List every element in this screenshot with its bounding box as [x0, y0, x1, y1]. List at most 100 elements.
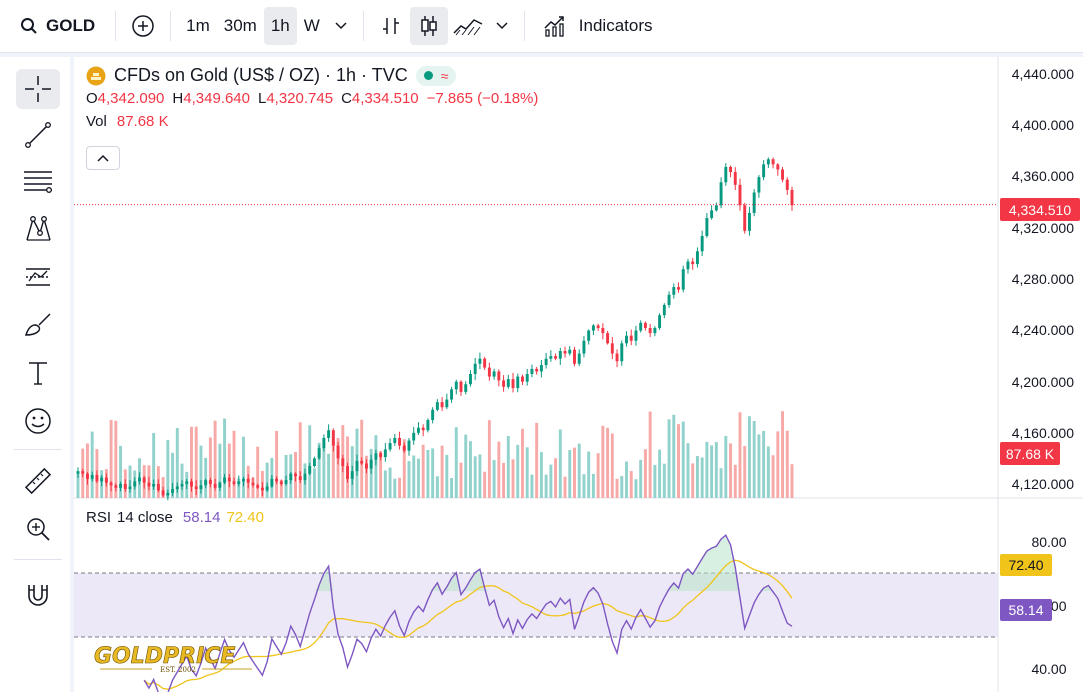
interval-30m[interactable]: 30m [223, 16, 257, 35]
interval-dropdown[interactable] [327, 7, 355, 45]
volume-bar [738, 412, 742, 498]
volume-bar [549, 464, 553, 498]
volume-bar [648, 411, 652, 498]
volume-bar [213, 420, 217, 498]
volume-bar [762, 430, 766, 498]
candle-body [686, 261, 690, 270]
volume-bar [733, 464, 737, 498]
ruler-icon [24, 467, 52, 495]
volume-bar [308, 425, 312, 498]
candle-body [440, 402, 444, 408]
volume-label[interactable]: Vol [86, 113, 107, 130]
volume-bar [653, 464, 657, 498]
crosshair-tool[interactable] [16, 69, 60, 109]
candle-body [450, 389, 454, 400]
price-axis[interactable]: 4,440.000 4,400.000 4,360.000 4,320.000 … [1012, 66, 1074, 492]
symbol-search[interactable]: GOLD [0, 7, 107, 45]
symbol-title[interactable]: CFDs on Gold (US$ / OZ) · 1h · TVC [114, 65, 408, 85]
compare-chart-button[interactable] [448, 7, 488, 45]
volume-bar [577, 443, 581, 498]
indicators-button[interactable]: Indicators [533, 7, 663, 45]
volume-bar [383, 470, 387, 498]
zoom-tool[interactable] [16, 509, 60, 549]
interval-1h[interactable]: 1h [263, 7, 297, 45]
volume-bar [242, 436, 245, 498]
price-tick: 4,200.000 [1012, 374, 1074, 390]
last-price-badge: 4,334.510 [1000, 198, 1080, 221]
volume-bar [591, 473, 595, 498]
candle-body [492, 371, 496, 377]
candle-body [223, 477, 227, 483]
chevron-down-icon [335, 22, 347, 30]
candle-body [213, 483, 217, 488]
bars-chart-button[interactable] [372, 7, 410, 45]
candle-body [695, 251, 699, 265]
interval-1m[interactable]: 1m [186, 16, 210, 35]
candle-body [294, 473, 297, 477]
compare-button[interactable] [124, 7, 162, 45]
candle-body [123, 483, 127, 490]
candle-body [114, 485, 118, 488]
fib-tool[interactable] [16, 161, 60, 201]
candle-body [194, 486, 198, 490]
volume-bar [256, 446, 260, 498]
candle-body [497, 371, 501, 381]
price-tick: 4,440.000 [1012, 66, 1074, 82]
volume-bar [190, 426, 193, 498]
volume-bar [223, 418, 227, 498]
volume-bar [521, 428, 524, 498]
candle-body [478, 358, 482, 364]
chart-type-dropdown[interactable] [488, 7, 516, 45]
price-tick: 4,360.000 [1012, 168, 1074, 184]
divider [523, 11, 525, 41]
volume-bar [473, 456, 477, 498]
market-open-dot [423, 71, 433, 80]
volume-bar [298, 422, 302, 498]
text-tool[interactable] [16, 353, 60, 393]
trend-line-tool[interactable] [16, 115, 60, 155]
volume-bar [90, 431, 94, 498]
candle-body [781, 169, 785, 180]
volume-bar [412, 455, 416, 498]
candle-body [161, 490, 165, 496]
rsi-tick: 40.00 [1031, 661, 1066, 677]
interval-w[interactable]: W [303, 16, 320, 35]
projection-tool[interactable] [16, 257, 60, 297]
rsi-label[interactable]: RSI [86, 509, 112, 526]
emoji-tool[interactable] [16, 401, 60, 441]
price-tick: 4,280.000 [1012, 271, 1074, 287]
candle-body [388, 443, 392, 450]
candle-body [549, 356, 553, 359]
volume-bar [454, 427, 458, 498]
candle-body [620, 343, 624, 362]
volume-bar [516, 444, 520, 498]
rsi-line [143, 534, 793, 692]
measure-tool[interactable] [16, 461, 60, 501]
smiley-icon [25, 408, 51, 434]
volume-bar [705, 441, 709, 498]
magnet-tool[interactable] [16, 575, 60, 615]
candle-body [700, 235, 704, 252]
chart-canvas[interactable]: 4,440.000 4,400.000 4,360.000 4,320.000 … [74, 57, 1083, 692]
candle-body [298, 476, 302, 481]
volume-bar [194, 426, 198, 498]
candle-body [691, 261, 695, 265]
volume-bar [729, 443, 732, 498]
volume-bar [714, 442, 718, 498]
volume-bar [265, 462, 269, 498]
candle-body [204, 480, 208, 486]
candle-body [601, 327, 605, 334]
volume-bar [615, 478, 619, 498]
chart-pane[interactable]: 4,440.000 4,400.000 4,360.000 4,320.000 … [74, 57, 1083, 692]
candle-body [104, 477, 108, 483]
pattern-tool[interactable] [16, 209, 60, 249]
candle-body [421, 427, 425, 431]
candle-body [539, 365, 543, 372]
market-status[interactable]: ≈ [415, 65, 457, 86]
low-value: 4,320.745 [266, 90, 334, 107]
candle-body [76, 471, 80, 474]
candles-chart-button[interactable] [409, 7, 448, 45]
brush-tool[interactable] [16, 305, 60, 345]
collapse-legend-button[interactable] [86, 146, 120, 170]
top-toolbar: GOLD 1m 30m 1h W Indicators [0, 0, 1083, 53]
